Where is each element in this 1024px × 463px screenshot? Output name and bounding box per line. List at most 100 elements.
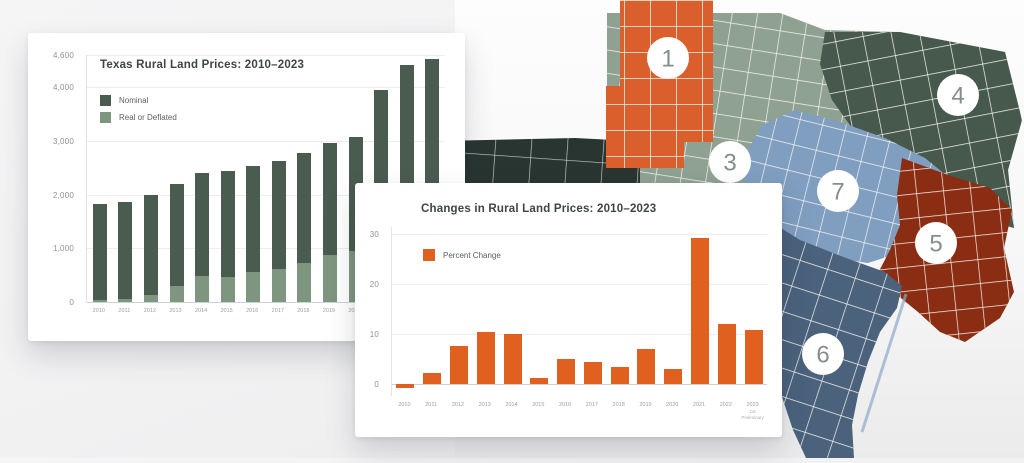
svg-text:4: 4 (951, 83, 964, 110)
bar-2010-percent-change (396, 383, 415, 388)
y-tick-label: 1,000 (52, 244, 74, 254)
x-tick-label: 2015 (220, 308, 233, 314)
chart-card-percent-change: Changes in Rural Land Prices: 2010–2023 … (355, 183, 782, 437)
legend-item-percent-change: Percent Change (423, 249, 501, 261)
bar-2010-nominal (92, 204, 107, 302)
x-tick-label: 2016 (246, 308, 259, 314)
gridline (87, 140, 445, 142)
x-tick-label: 2013 (169, 308, 182, 314)
region-6-marker[interactable]: 6 (802, 333, 844, 375)
bar-2018-real-or-deflated (297, 262, 312, 302)
bar-2017-real-or-deflated (271, 268, 286, 302)
y-tick-label: 4,600 (52, 51, 74, 60)
x-tick-label: 2023 1st Preliminary (741, 402, 764, 421)
x-tick-label: 2018 (297, 308, 310, 314)
bar-2016-real-or-deflated (246, 272, 261, 302)
x-tick-label: 2018 (612, 402, 625, 408)
bar-2018-percent-change (610, 367, 629, 384)
gridline (392, 333, 767, 335)
y-tick-label: 3,000 (52, 136, 74, 146)
x-tick-label: 2016 (558, 402, 572, 408)
bar-2011-nominal (118, 201, 133, 302)
x-tick-label: 2020 (666, 402, 679, 408)
y-tick-label: 0 (374, 379, 379, 389)
bar-2019-percent-change (637, 348, 656, 384)
gridline (392, 383, 767, 385)
y-tick-label: 20 (369, 280, 379, 290)
svg-text:3: 3 (723, 150, 736, 177)
bar-2014-real-or-deflated (195, 276, 210, 302)
chart-title: Texas Rural Land Prices: 2010–2023 (100, 59, 305, 71)
legend-swatch-real (100, 112, 111, 123)
bar-2023-percent-change (744, 329, 763, 384)
x-tick-label: 2012 (143, 308, 157, 314)
y-tick-label: 0 (69, 298, 74, 307)
bar-2015-percent-change (530, 378, 549, 384)
gridline (87, 194, 445, 196)
legend: Percent Change (423, 249, 501, 261)
chart-title: Changes in Rural Land Prices: 2010–2023 (421, 203, 657, 215)
region-3-marker[interactable]: 3 (709, 141, 751, 183)
x-tick-label: 2017 (585, 402, 599, 408)
x-tick-label: 2015 (532, 402, 545, 408)
region-7-marker[interactable]: 7 (817, 170, 859, 212)
bar-2011-percent-change (423, 373, 442, 384)
region-1-marker[interactable]: 1 (647, 37, 689, 79)
x-tick-label: 2011 (425, 402, 438, 408)
bar-2021-percent-change (691, 238, 710, 384)
svg-text:5: 5 (929, 231, 942, 258)
bar-2012-real-or-deflated (143, 295, 158, 302)
x-tick-label: 2012 (451, 402, 465, 408)
gridline (87, 87, 445, 89)
bar-2020-percent-change (664, 368, 683, 384)
bar-2010-real-or-deflated (92, 299, 107, 302)
bar-2012-nominal (143, 194, 158, 302)
legend-label-real: Real or Deflated (119, 113, 177, 122)
legend-item-real: Real or Deflated (100, 112, 177, 123)
gridline (392, 234, 767, 236)
x-tick-label: 2019 (322, 308, 336, 314)
y-tick-label: 10 (369, 329, 379, 339)
bar-2013-nominal (169, 183, 184, 302)
x-tick-label: 2022 (719, 402, 732, 408)
coastline (860, 293, 908, 433)
legend-item-nominal: Nominal (100, 95, 177, 106)
bar-2013-percent-change (476, 331, 495, 384)
bar-2015-real-or-deflated (220, 276, 235, 302)
x-tick-label: 2010 (398, 402, 411, 408)
gridline (87, 248, 445, 250)
bar-2013-real-or-deflated (169, 285, 184, 302)
x-tick-label: 2020 (342, 308, 368, 315)
bar-2017-nominal (271, 160, 286, 302)
gridline (87, 302, 445, 303)
svg-text:1: 1 (661, 46, 674, 73)
bar-chart-percent-change: Changes in Rural Land Prices: 2010–2023 … (355, 183, 782, 437)
x-tick-label: 2019 (639, 402, 652, 408)
y-tick-label: 4,000 (52, 83, 74, 93)
x-tick-label: 2021 (692, 402, 706, 408)
gridline (392, 284, 767, 286)
legend-label-nominal: Nominal (119, 96, 149, 105)
legend: Nominal Real or Deflated (100, 95, 177, 123)
x-tick-label: 2011 (118, 308, 131, 314)
bar-2017-percent-change (583, 361, 602, 384)
legend-label-percent-change: Percent Change (443, 250, 501, 260)
bar-2015-nominal (220, 170, 235, 302)
region-5-marker[interactable]: 5 (915, 222, 957, 264)
y-tick-label: 2,000 (52, 190, 74, 200)
bar-2016-percent-change (557, 359, 576, 384)
x-tick-label: 2014 (194, 308, 208, 314)
plot-area (391, 227, 767, 396)
bar-2014-nominal (195, 173, 210, 302)
gridline (87, 55, 445, 56)
x-tick-label: 2014 (505, 402, 518, 408)
region-4-marker[interactable]: 4 (937, 74, 979, 116)
bar-2014-percent-change (503, 333, 522, 384)
x-tick-label: 2010 (92, 308, 105, 314)
bar-2012-percent-change (449, 346, 468, 384)
svg-text:7: 7 (831, 179, 844, 206)
bar-2016-nominal (246, 166, 261, 302)
x-tick-label: 2013 (478, 402, 491, 408)
svg-text:6: 6 (816, 342, 829, 369)
y-tick-label: 30 (369, 230, 379, 240)
